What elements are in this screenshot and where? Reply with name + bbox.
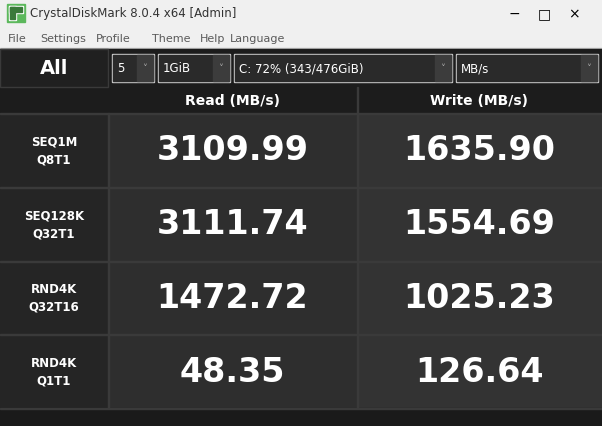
Bar	[108, 188, 357, 261]
Text: 3111.74: 3111.74	[157, 207, 308, 241]
Bar	[234, 55, 452, 83]
Bar	[357, 187, 358, 261]
Bar	[357, 334, 358, 408]
Bar	[10, 8, 22, 13]
Text: 1025.23: 1025.23	[403, 281, 556, 314]
Text: 1554.69: 1554.69	[403, 207, 556, 241]
Bar	[357, 114, 358, 187]
Bar	[0, 28, 602, 50]
Bar	[0, 408, 602, 409]
Text: File: File	[8, 34, 26, 44]
Text: RND4K
Q1T1: RND4K Q1T1	[31, 356, 77, 387]
Bar	[213, 56, 229, 82]
Text: All: All	[40, 59, 68, 78]
Bar	[0, 50, 108, 88]
Text: 3109.99: 3109.99	[157, 134, 308, 167]
Text: −: −	[508, 7, 520, 21]
Bar	[0, 50, 108, 88]
Bar	[108, 261, 109, 334]
Bar	[108, 115, 357, 187]
Text: SEQ128K
Q32T1: SEQ128K Q32T1	[24, 209, 84, 239]
Text: Help: Help	[200, 34, 225, 44]
Bar	[456, 55, 598, 83]
Text: C: 72% (343/476GiB): C: 72% (343/476GiB)	[239, 62, 364, 75]
Bar	[9, 7, 16, 21]
Text: 1635.90: 1635.90	[403, 134, 556, 167]
Bar	[113, 56, 153, 82]
Bar	[235, 56, 451, 82]
Text: MB/s: MB/s	[461, 62, 489, 75]
Bar	[9, 7, 23, 14]
Bar	[0, 262, 108, 334]
Text: Write (MB/s): Write (MB/s)	[430, 94, 529, 108]
Bar	[357, 188, 602, 261]
Bar	[108, 187, 109, 261]
Bar	[137, 56, 153, 82]
Text: 48.35: 48.35	[180, 355, 285, 388]
Bar	[435, 56, 451, 82]
Text: Profile: Profile	[96, 34, 131, 44]
Bar	[0, 114, 602, 115]
Text: 5: 5	[117, 62, 125, 75]
Text: □: □	[538, 7, 551, 21]
Text: CrystalDiskMark 8.0.4 x64 [Admin]: CrystalDiskMark 8.0.4 x64 [Admin]	[30, 8, 237, 20]
Bar	[357, 261, 358, 334]
Text: 1GiB: 1GiB	[163, 62, 191, 75]
Text: Settings: Settings	[40, 34, 86, 44]
Bar	[108, 262, 357, 334]
Bar	[10, 8, 15, 20]
Bar	[0, 334, 602, 335]
Bar	[357, 335, 602, 408]
Bar	[112, 55, 154, 83]
Text: SEQ1M
Q8T1: SEQ1M Q8T1	[31, 135, 77, 166]
Text: Language: Language	[230, 34, 285, 44]
Bar	[357, 88, 358, 114]
Bar	[0, 188, 108, 261]
Text: Theme: Theme	[152, 34, 190, 44]
Text: RND4K
Q32T16: RND4K Q32T16	[29, 282, 79, 313]
Bar	[0, 50, 602, 88]
Bar	[357, 262, 602, 334]
Bar	[108, 334, 109, 408]
Text: ˅: ˅	[219, 64, 223, 74]
Text: 126.64: 126.64	[415, 355, 544, 388]
Bar	[158, 55, 230, 83]
Bar	[0, 408, 602, 426]
Text: ˅: ˅	[441, 64, 445, 74]
Bar	[0, 49, 602, 50]
Bar	[0, 0, 602, 28]
Bar	[581, 56, 597, 82]
Text: ˅: ˅	[143, 64, 147, 74]
Bar	[0, 115, 108, 187]
Text: ×: ×	[568, 7, 580, 21]
Bar	[0, 187, 602, 188]
Text: ˅: ˅	[586, 64, 591, 74]
Bar	[0, 88, 602, 114]
Bar	[0, 335, 108, 408]
Bar	[108, 335, 357, 408]
Bar	[357, 115, 602, 187]
Text: 1472.72: 1472.72	[157, 281, 308, 314]
Bar	[7, 5, 25, 23]
Bar	[108, 114, 109, 187]
Bar	[159, 56, 229, 82]
Bar	[0, 50, 602, 426]
Bar	[0, 261, 602, 262]
Text: Read (MB/s): Read (MB/s)	[185, 94, 280, 108]
Bar	[457, 56, 597, 82]
